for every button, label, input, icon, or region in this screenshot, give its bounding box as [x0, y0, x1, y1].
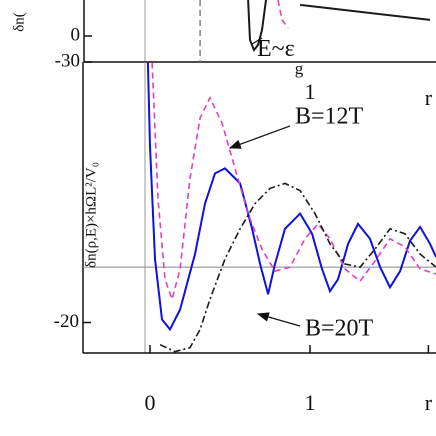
annotation-arrow [228, 125, 291, 149]
annotation-text: E~ε [257, 36, 295, 62]
y-tick-label: -30 [55, 50, 80, 71]
annotation-arrow [256, 312, 301, 327]
data-line [151, 62, 436, 302]
data-line [146, 62, 436, 332]
annotation: B=12T [295, 104, 364, 130]
data-line [277, 0, 289, 29]
data-line [299, 3, 431, 21]
y-tick-label: -20 [54, 311, 79, 332]
x-tick-label: 1 [305, 390, 316, 415]
y-axis-label: δn( [11, 12, 27, 32]
top-x-tick-label: 1 [305, 79, 316, 104]
x-tick-label: 0 [145, 390, 156, 415]
data-line [247, 0, 267, 52]
x-tick-label: r [425, 390, 433, 415]
annotation: B=20T [305, 316, 374, 342]
annotation: E~εg [257, 36, 304, 78]
y-tick-label: 0 [71, 24, 81, 45]
top-x-tick-label: r [425, 85, 433, 110]
plot-area [199, 0, 431, 62]
plot-area [146, 62, 436, 353]
annotation-arrow [251, 37, 263, 45]
y-axis-label: δn(ρ,E)×hΩL²/V₀ [83, 162, 99, 268]
annotation-subscript: g [295, 59, 304, 78]
data-line [159, 182, 436, 353]
